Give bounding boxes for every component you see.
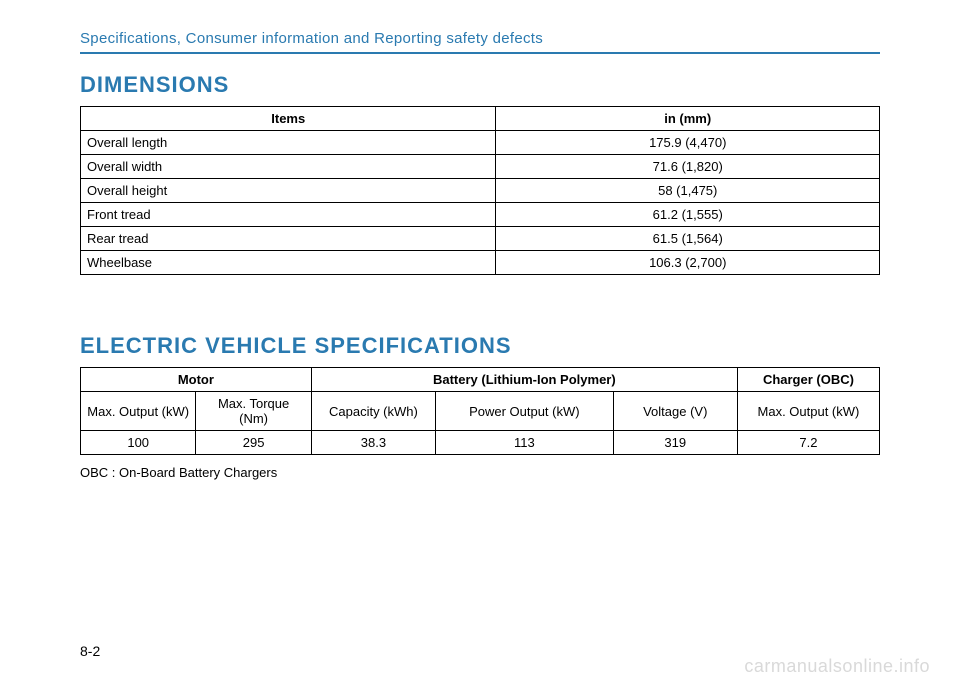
col-header-value: in (mm): [496, 107, 880, 131]
val-batt-volt: 319: [613, 431, 737, 455]
dim-value: 175.9 (4,470): [496, 131, 880, 155]
table-row: Front tread 61.2 (1,555): [81, 203, 880, 227]
sub-batt-power: Power Output (kW): [436, 392, 614, 431]
table-row: 100 295 38.3 113 319 7.2: [81, 431, 880, 455]
dimensions-table: Items in (mm) Overall length 175.9 (4,47…: [80, 106, 880, 275]
sub-motor-torque: Max. Torque (Nm): [196, 392, 311, 431]
dim-label: Rear tread: [81, 227, 496, 251]
col-header-items: Items: [81, 107, 496, 131]
dim-value: 58 (1,475): [496, 179, 880, 203]
page-number: 8-2: [80, 643, 100, 659]
ev-section: ELECTRIC VEHICLE SPECIFICATIONS Motor Ba…: [80, 333, 880, 480]
header-rule: [80, 52, 880, 54]
dim-value: 61.5 (1,564): [496, 227, 880, 251]
val-charger-out: 7.2: [737, 431, 879, 455]
group-motor: Motor: [81, 368, 312, 392]
sub-batt-volt: Voltage (V): [613, 392, 737, 431]
dim-value: 71.6 (1,820): [496, 155, 880, 179]
group-battery: Battery (Lithium-Ion Polymer): [311, 368, 737, 392]
dim-label: Front tread: [81, 203, 496, 227]
val-motor-out: 100: [81, 431, 196, 455]
val-batt-power: 113: [436, 431, 614, 455]
dim-label: Overall height: [81, 179, 496, 203]
table-row: Rear tread 61.5 (1,564): [81, 227, 880, 251]
dimensions-heading: DIMENSIONS: [80, 72, 880, 98]
val-motor-torque: 295: [196, 431, 311, 455]
group-charger: Charger (OBC): [737, 368, 879, 392]
val-batt-cap: 38.3: [311, 431, 435, 455]
table-header-row: Motor Battery (Lithium-Ion Polymer) Char…: [81, 368, 880, 392]
table-header-row: Items in (mm): [81, 107, 880, 131]
watermark: carmanualsonline.info: [744, 656, 930, 677]
dim-label: Overall length: [81, 131, 496, 155]
table-row: Wheelbase 106.3 (2,700): [81, 251, 880, 275]
dim-label: Overall width: [81, 155, 496, 179]
ev-heading: ELECTRIC VEHICLE SPECIFICATIONS: [80, 333, 880, 359]
ev-table: Motor Battery (Lithium-Ion Polymer) Char…: [80, 367, 880, 455]
chapter-header: Specifications, Consumer information and…: [80, 30, 880, 54]
sub-charger-out: Max. Output (kW): [737, 392, 879, 431]
sub-motor-out: Max. Output (kW): [81, 392, 196, 431]
ev-footnote: OBC : On-Board Battery Chargers: [80, 465, 880, 480]
table-row: Overall length 175.9 (4,470): [81, 131, 880, 155]
section-title: Specifications, Consumer information and…: [80, 30, 880, 47]
table-row: Overall height 58 (1,475): [81, 179, 880, 203]
dim-value: 106.3 (2,700): [496, 251, 880, 275]
sub-batt-cap: Capacity (kWh): [311, 392, 435, 431]
table-subheader-row: Max. Output (kW) Max. Torque (Nm) Capaci…: [81, 392, 880, 431]
dim-label: Wheelbase: [81, 251, 496, 275]
table-row: Overall width 71.6 (1,820): [81, 155, 880, 179]
dim-value: 61.2 (1,555): [496, 203, 880, 227]
